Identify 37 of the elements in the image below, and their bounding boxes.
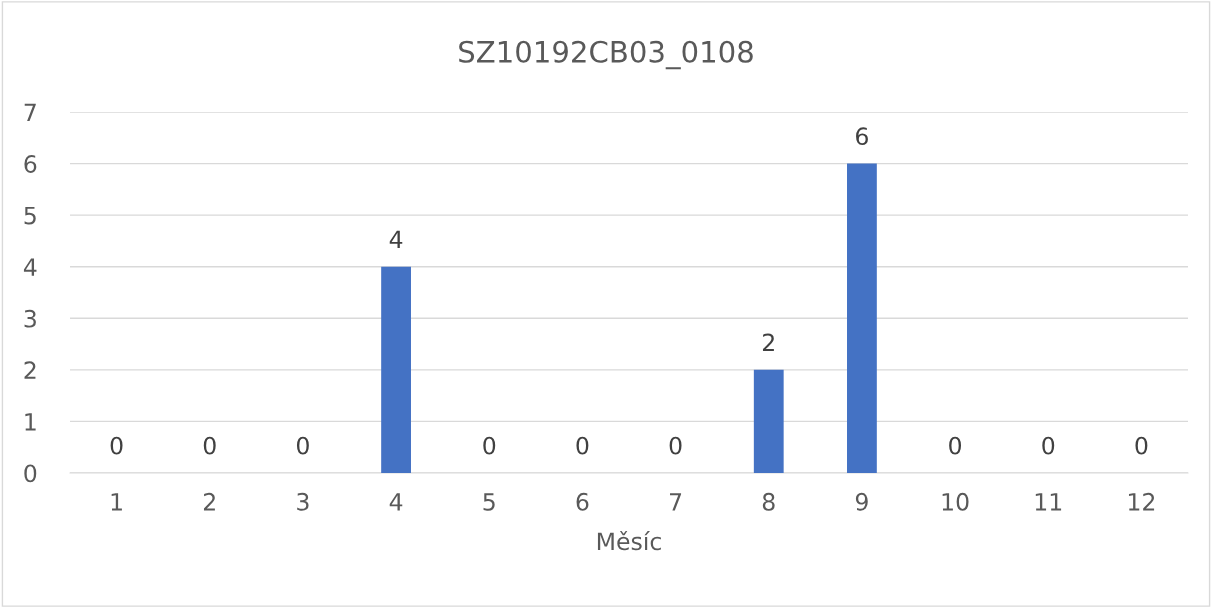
data-label: 4 [389,230,403,248]
x-tick-label: 6 [576,492,589,511]
x-tick-label: 5 [483,493,495,511]
data-label: 0 [483,436,496,455]
y-tick-label: 2 [24,361,36,379]
x-tick-label: 12 [1128,492,1155,511]
data-label: 0 [1042,436,1055,455]
data-label: 0 [296,436,309,455]
y-tick-label: 0 [24,464,37,483]
x-tick-label: 3 [297,492,309,511]
x-axis-title: Měsíc [597,531,661,551]
x-tick-label: 8 [762,492,775,511]
y-tick-label: 1 [25,413,36,431]
data-label: 6 [856,127,868,146]
y-tick-label: 7 [24,103,36,121]
data-label: 0 [669,436,682,455]
data-label: 0 [576,436,589,455]
data-label: 2 [762,333,774,352]
bar [753,369,784,473]
data-label: 0 [110,436,123,455]
y-tick-label: 5 [24,206,36,225]
x-tick-label: 4 [389,493,403,511]
bar [847,163,877,473]
y-tick-label: 4 [23,258,37,276]
x-tick-label: 7 [670,493,682,511]
x-tick-label: 10 [942,492,969,511]
x-tick-label: 9 [855,492,868,511]
chart-title: SZ10192CB03_0108 [459,40,753,70]
x-tick-label: 2 [203,492,215,511]
y-tick-label: 6 [24,155,37,173]
x-tick-label: 1 [111,493,122,511]
x-tick-label: 11 [1035,493,1062,511]
data-label: 0 [203,436,216,455]
y-tick-label: 3 [24,309,36,328]
bar [381,266,411,473]
data-label: 0 [1135,436,1148,455]
data-label: 0 [949,436,962,455]
